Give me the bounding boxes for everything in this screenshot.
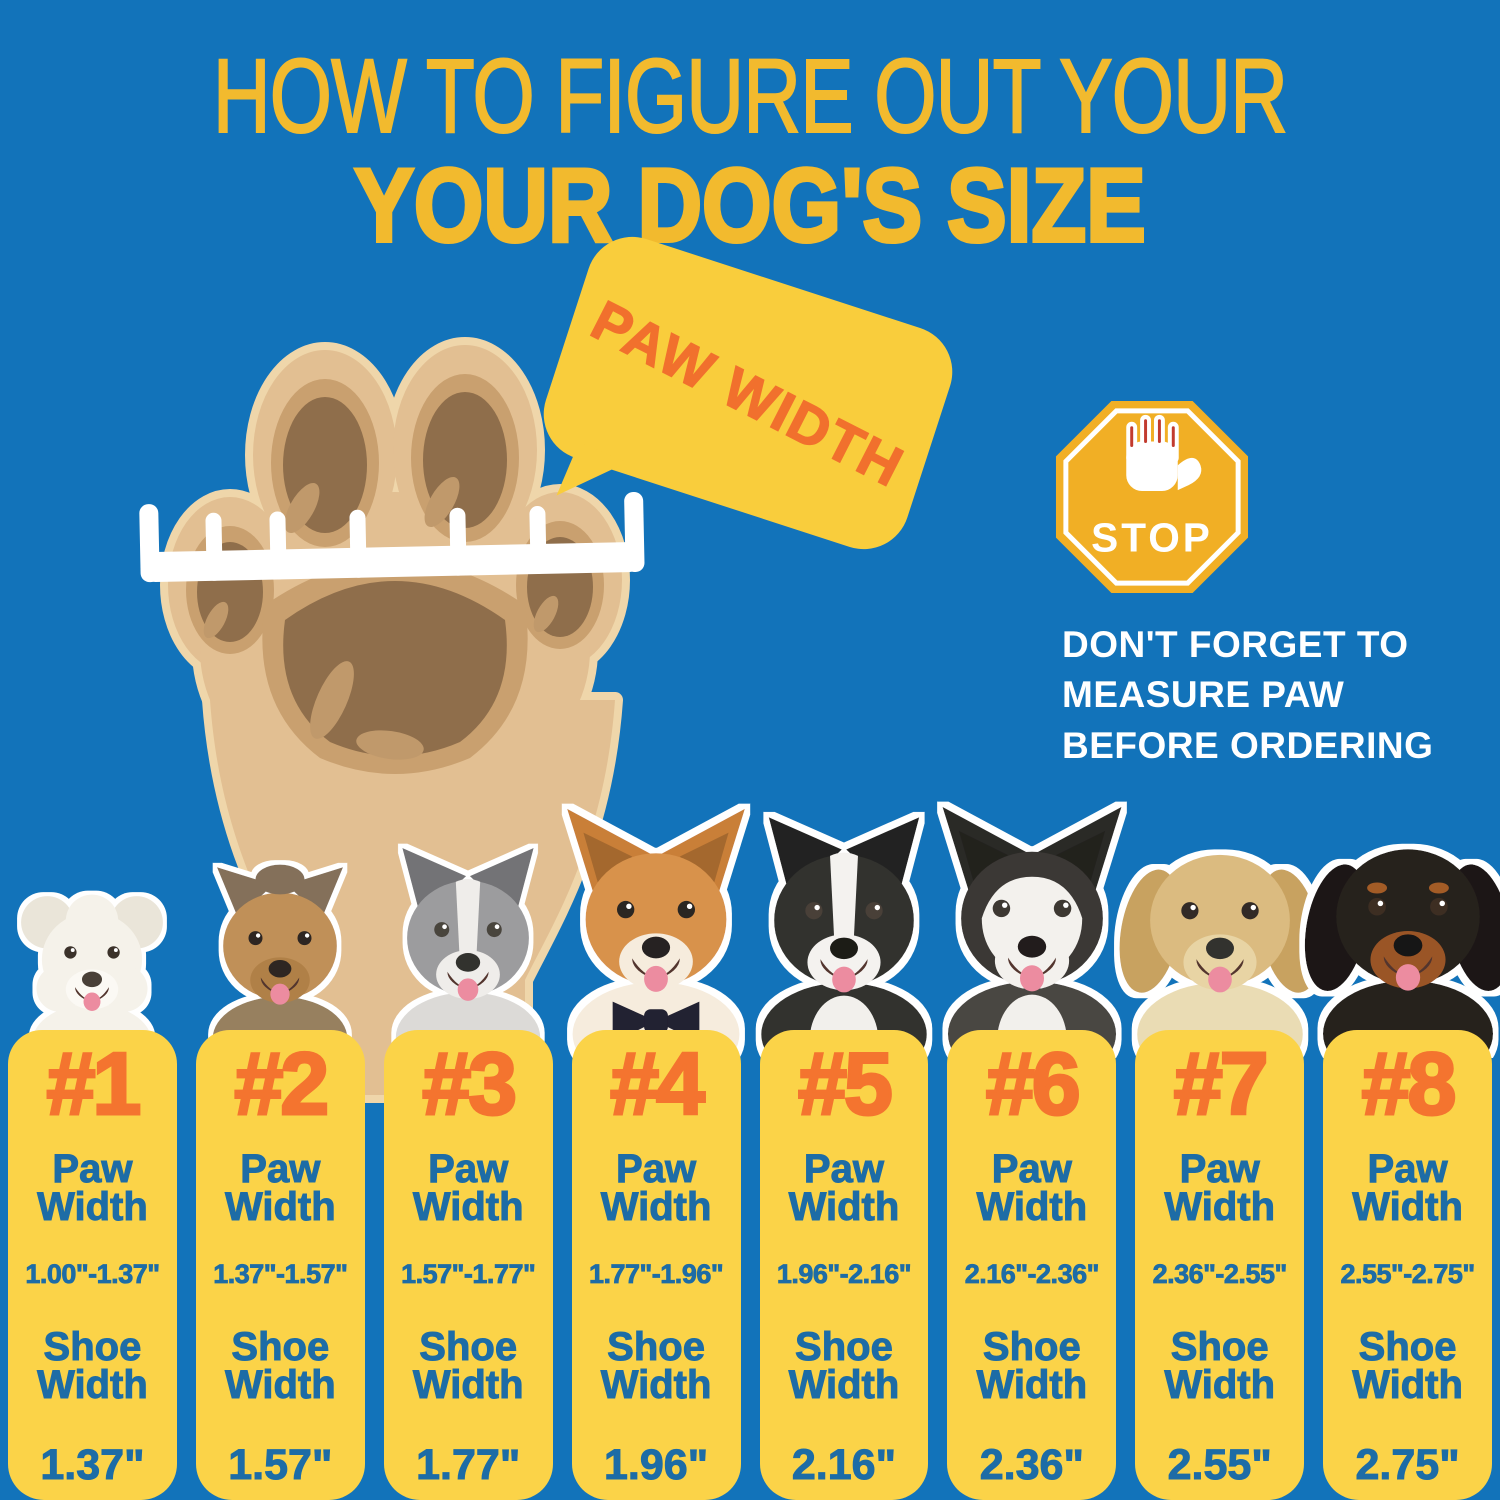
shoe-width-label: Shoe Width	[788, 1324, 900, 1408]
size-number: #1	[45, 1034, 143, 1133]
shoe-width-value: 2.36"	[979, 1440, 1084, 1489]
shoe-width-value: 1.96"	[604, 1440, 709, 1489]
shoe-width-label: Shoe Width	[412, 1324, 524, 1408]
size-card: #3 Paw Width 1.57"-1.77" Shoe Width 1.77…	[383, 848, 553, 1500]
dog-photo-husky	[922, 796, 1142, 1058]
paw-width-label: Paw Width	[788, 1147, 900, 1230]
paw-width-label: Paw Width	[976, 1147, 1088, 1230]
paw-width-label: Paw Width	[600, 1147, 712, 1230]
shoe-width-value: 1.37"	[40, 1440, 145, 1489]
paw-width-bubble-label: PAW WIDTH	[581, 287, 914, 499]
size-number: #3	[421, 1034, 519, 1133]
size-number: #2	[233, 1034, 331, 1133]
size-number: #6	[984, 1034, 1082, 1133]
shoe-width-value: 2.75"	[1355, 1440, 1460, 1489]
size-cards-row: #1 Paw Width 1.00"-1.37" Shoe Width 1.37…	[8, 806, 1500, 1500]
shoe-width-label: Shoe Width	[37, 1324, 149, 1408]
paw-width-label: Paw Width	[1352, 1147, 1464, 1230]
size-number: #8	[1360, 1034, 1458, 1133]
dog-photo-golden-retriever	[1111, 800, 1328, 1058]
shoe-width-label: Shoe Width	[224, 1324, 336, 1408]
size-card-body: #2 Paw Width 1.37"-1.57" Shoe Width 1.57…	[195, 1030, 365, 1500]
shoe-width-label: Shoe Width	[600, 1324, 712, 1408]
paw-width-range: 1.57"-1.77"	[401, 1258, 537, 1289]
size-card: #5 Paw Width 1.96"-2.16" Shoe Width 2.16…	[759, 817, 929, 1500]
paw-width-label: Paw Width	[412, 1147, 524, 1230]
size-card: #7 Paw Width 2.36"-2.55" Shoe Width 2.55…	[1119, 854, 1321, 1500]
dog-photo-shiba-inu	[547, 798, 765, 1058]
shoe-width-value: 2.16"	[791, 1440, 896, 1489]
stop-sign-label: STOP	[1091, 514, 1213, 560]
reminder-line-3: BEFORE ORDERING	[1062, 724, 1434, 766]
size-card: #8 Paw Width 2.55"-2.75" Shoe Width 2.75…	[1304, 849, 1500, 1500]
size-card-body: #3 Paw Width 1.57"-1.77" Shoe Width 1.77…	[383, 1030, 553, 1500]
size-card-body: #8 Paw Width 2.55"-2.75" Shoe Width 2.75…	[1323, 1030, 1492, 1500]
reminder-line-1: DON'T FORGET TO	[1062, 624, 1409, 665]
size-card-body: #1 Paw Width 1.00"-1.37" Shoe Width 1.37…	[8, 1030, 177, 1500]
size-card: #6 Paw Width 2.16"-2.36" Shoe Width 2.36…	[942, 806, 1122, 1500]
reminder-line-2: MEASURE PAW	[1062, 674, 1345, 716]
paw-width-range: 2.36"-2.55"	[1152, 1258, 1288, 1289]
paw-width-label: Paw Width	[37, 1147, 149, 1230]
shoe-width-label: Shoe Width	[1164, 1324, 1276, 1408]
paw-width-label: Paw Width	[1164, 1147, 1276, 1230]
dog-photo-border-collie-mix	[374, 833, 563, 1058]
size-number: #4	[609, 1034, 707, 1133]
shoe-width-value: 2.55"	[1167, 1440, 1272, 1489]
paw-width-range: 1.77"-1.96"	[588, 1258, 725, 1289]
paw-width-speech-bubble: PAW WIDTH	[531, 224, 965, 562]
paw-width-range: 1.00"-1.37"	[25, 1258, 161, 1289]
paw-width-range: 2.16"-2.36"	[964, 1258, 1100, 1289]
title-line-2: YOUR DOG'S SIZE	[352, 148, 1147, 264]
shoe-width-value: 1.77"	[416, 1440, 521, 1489]
shoe-width-label: Shoe Width	[976, 1324, 1088, 1408]
size-card-body: #6 Paw Width 2.16"-2.36" Shoe Width 2.36…	[947, 1030, 1117, 1500]
paw-width-ruler-icon	[139, 491, 645, 583]
stop-sign-icon: STOP	[1055, 400, 1249, 594]
size-card-body: #5 Paw Width 1.96"-2.16" Shoe Width 2.16…	[759, 1030, 929, 1500]
size-card-body: #4 Paw Width 1.77"-1.96" Shoe Width 1.96…	[571, 1030, 741, 1500]
size-number: #5	[796, 1034, 894, 1133]
dog-photo-border-collie	[735, 800, 952, 1058]
paw-width-label: Paw Width	[224, 1147, 336, 1230]
page-title: HOW TO FIGURE OUT YOUR YOUR DOG'S SIZE	[0, 37, 1500, 264]
reminder-text: DON'T FORGET TO MEASURE PAW BEFORE ORDER…	[1062, 620, 1492, 771]
paw-width-range: 1.37"-1.57"	[213, 1258, 349, 1289]
size-card: #4 Paw Width 1.77"-1.96" Shoe Width 1.96…	[567, 808, 745, 1500]
shoe-width-label: Shoe Width	[1352, 1324, 1464, 1408]
shoe-width-value: 1.57"	[228, 1440, 333, 1489]
title-line-1: HOW TO FIGURE OUT YOUR	[212, 37, 1289, 156]
size-card-body: #7 Paw Width 2.36"-2.55" Shoe Width 2.55…	[1135, 1030, 1305, 1500]
dog-photo-rottweiler	[1296, 793, 1500, 1058]
size-number: #7	[1172, 1034, 1270, 1133]
paw-width-range: 1.96"-2.16"	[776, 1258, 912, 1289]
stop-hand-icon	[1126, 414, 1202, 492]
size-card: #1 Paw Width 1.00"-1.37" Shoe Width 1.37…	[8, 894, 177, 1500]
size-card: #2 Paw Width 1.37"-1.57" Shoe Width 1.57…	[195, 864, 365, 1500]
paw-width-range: 2.55"-2.75"	[1340, 1258, 1476, 1289]
dog-photo-yorkshire-terrier	[192, 848, 368, 1058]
